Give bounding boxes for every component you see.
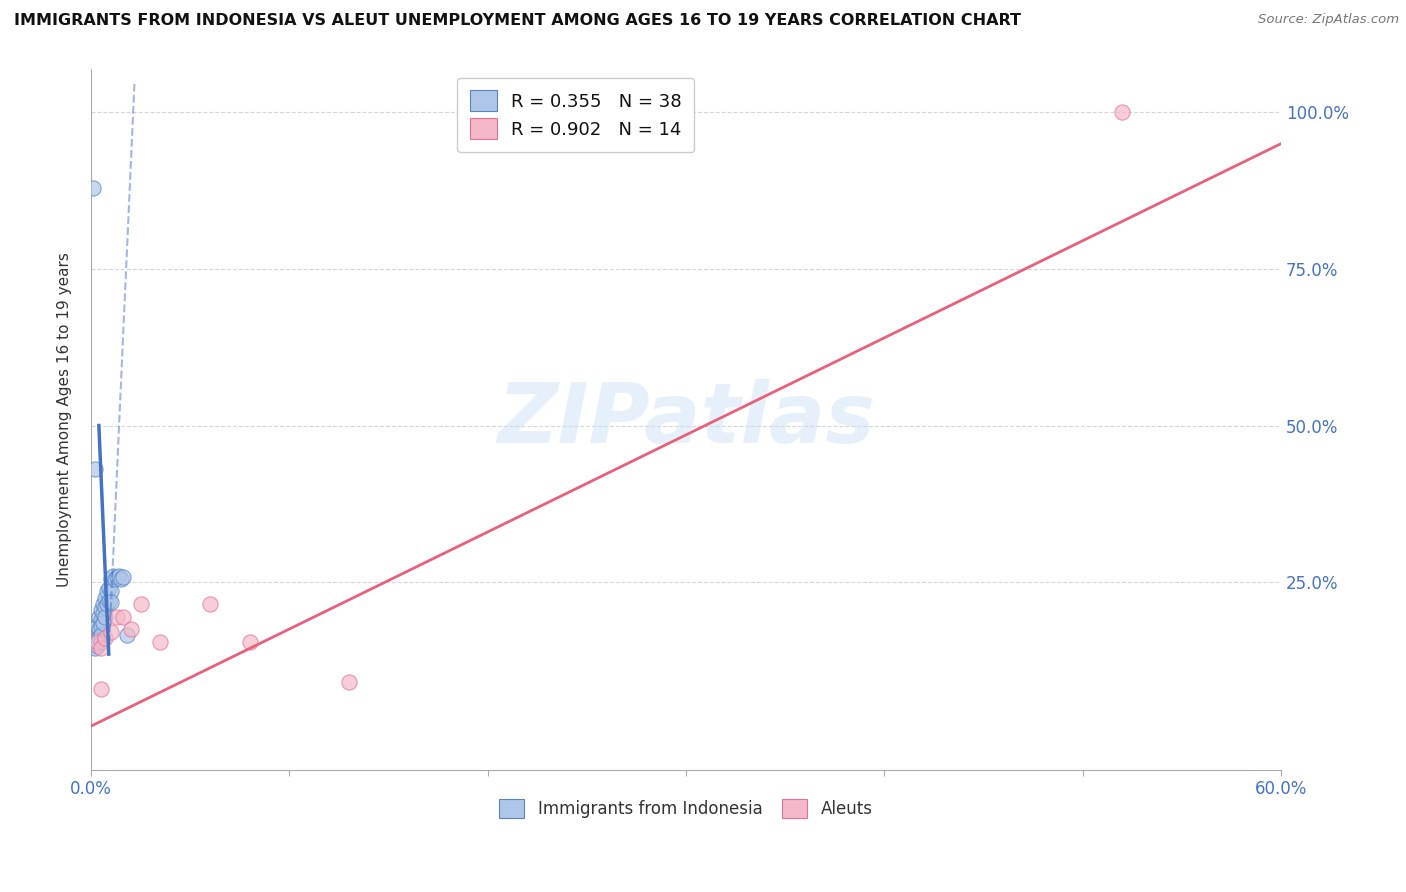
Point <box>83 640 105 655</box>
Point <box>87 632 110 646</box>
Point <box>104 572 127 586</box>
Point <box>83 628 105 642</box>
Point <box>111 609 134 624</box>
Point <box>111 570 134 584</box>
Point <box>94 591 117 605</box>
Point <box>129 597 152 611</box>
Legend: Immigrants from Indonesia, Aleuts: Immigrants from Indonesia, Aleuts <box>492 792 879 825</box>
Point <box>94 632 117 646</box>
Point <box>90 628 112 642</box>
Point <box>100 625 122 640</box>
Point <box>90 619 112 633</box>
Point <box>86 639 108 653</box>
Point <box>90 681 112 696</box>
Point <box>87 622 110 636</box>
Point <box>115 628 138 642</box>
Point <box>110 572 132 586</box>
Point <box>100 584 122 599</box>
Point <box>82 622 104 636</box>
Point <box>90 634 112 648</box>
Point <box>239 634 262 648</box>
Y-axis label: Unemployment Among Ages 16 to 19 years: Unemployment Among Ages 16 to 19 years <box>58 252 72 587</box>
Text: IMMIGRANTS FROM INDONESIA VS ALEUT UNEMPLOYMENT AMONG AGES 16 TO 19 YEARS CORREL: IMMIGRANTS FROM INDONESIA VS ALEUT UNEMP… <box>14 13 1021 29</box>
Point <box>149 634 172 648</box>
Point <box>87 609 110 624</box>
Point <box>82 634 104 648</box>
Point <box>86 634 108 648</box>
Point <box>86 634 108 648</box>
Point <box>107 569 129 583</box>
Point <box>105 570 128 584</box>
Point <box>97 594 120 608</box>
Point <box>82 180 104 194</box>
Point <box>120 622 142 636</box>
Point <box>94 609 117 624</box>
Point <box>91 607 114 621</box>
Point <box>83 462 105 476</box>
Point <box>337 675 360 690</box>
Point <box>86 632 108 646</box>
Point <box>100 595 122 609</box>
Text: Source: ZipAtlas.com: Source: ZipAtlas.com <box>1258 13 1399 27</box>
Point <box>96 597 118 611</box>
Point <box>101 569 124 583</box>
Point <box>97 582 120 596</box>
Point <box>198 597 221 611</box>
Text: ZIPatlas: ZIPatlas <box>496 379 875 459</box>
Point <box>96 584 118 599</box>
Point <box>1111 105 1133 120</box>
Point <box>90 640 112 655</box>
Point <box>91 597 114 611</box>
Point <box>94 600 117 615</box>
Point <box>91 615 114 630</box>
Point <box>90 613 112 627</box>
Point <box>90 603 112 617</box>
Point <box>105 609 128 624</box>
Point <box>100 572 122 586</box>
Point <box>86 619 108 633</box>
